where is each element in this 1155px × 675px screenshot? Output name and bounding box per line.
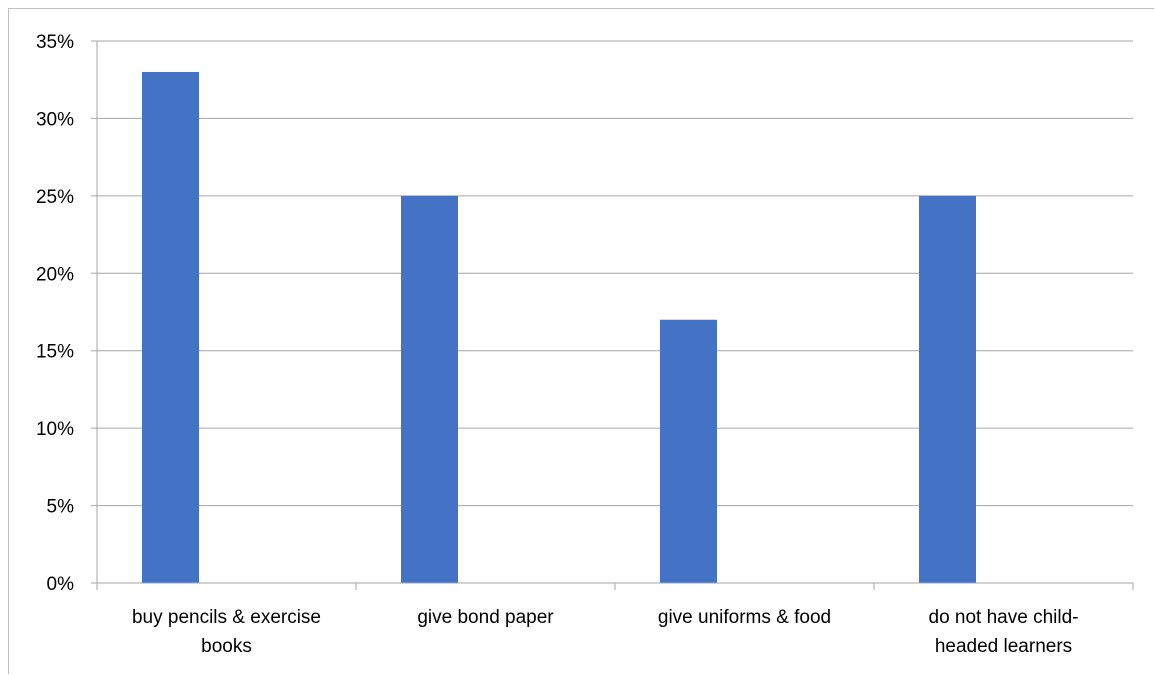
x-category-label: buy pencils & exercise books	[132, 607, 321, 657]
x-axis-labels: buy pencils & exercise books give bond pap…	[132, 607, 1079, 657]
x-category-label-line: books	[201, 636, 252, 657]
x-category-label-line: give uniforms & food	[658, 607, 831, 628]
x-axis	[96, 582, 1134, 590]
y-tick-label: 30%	[36, 109, 74, 130]
bar	[919, 195, 976, 583]
y-tick-label: 0%	[47, 574, 75, 595]
y-tick-label: 35%	[36, 32, 74, 53]
y-tick-label: 15%	[36, 342, 74, 363]
x-category-label-line: give bond paper	[417, 607, 554, 628]
y-tick-label: 5%	[47, 497, 75, 518]
y-tick-label: 10%	[36, 419, 74, 440]
y-axis-ticks: 0% 5% 10% 15% 20% 25% 30% 35%	[36, 32, 74, 595]
bar	[660, 319, 717, 583]
x-category-label: do not have child-headed learners	[929, 607, 1079, 657]
x-category-label: give bond paper	[417, 607, 554, 628]
bar	[142, 71, 199, 583]
bar	[401, 195, 458, 583]
y-tick-label: 20%	[36, 264, 74, 285]
x-category-label-line: buy pencils & exercise	[132, 607, 321, 628]
x-category-label-line: do not have child-	[929, 607, 1079, 628]
x-category-label: give uniforms & food	[658, 607, 831, 628]
gridlines	[91, 40, 1133, 584]
x-category-label-line: headed learners	[935, 636, 1072, 657]
y-tick-label: 25%	[36, 187, 74, 208]
bars	[142, 71, 976, 583]
